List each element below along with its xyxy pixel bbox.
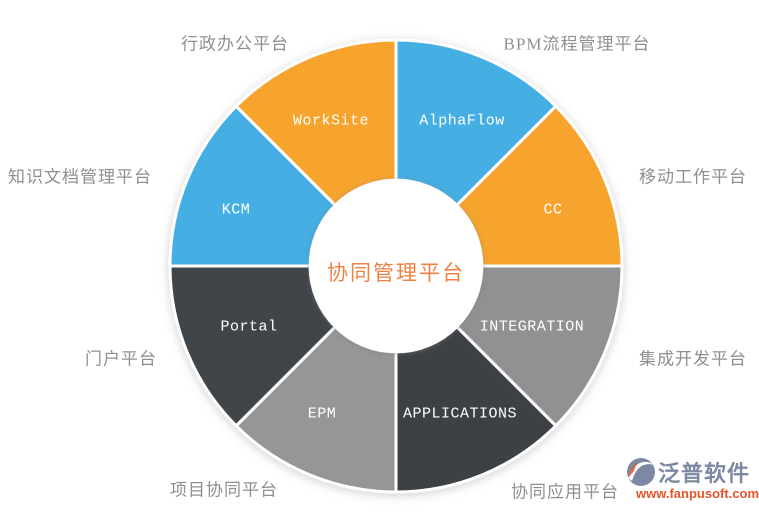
chart-center-title: 协同管理平台: [327, 261, 465, 285]
brand-url: www.fanpusoft.com: [636, 486, 759, 501]
outer-label-knowledge-doc-platform: 知识文档管理平台: [8, 167, 152, 187]
segment-label-worksite: WorkSite: [292, 112, 370, 130]
outer-label-mobile-work-platform: 移动工作平台: [639, 167, 747, 187]
donut-hole: [309, 179, 483, 353]
outer-label-admin-office-platform: 行政办公平台: [181, 34, 289, 54]
fanpu-logo-icon: [627, 458, 655, 486]
outer-label-project-collab-platform: 项目协同平台: [170, 480, 278, 500]
segment-label-integration: INTEGRATION: [479, 318, 585, 336]
outer-label-bpm-process-platform: BPM流程管理平台: [503, 34, 651, 54]
segment-label-portal: Portal: [220, 318, 278, 336]
outer-label-portal-platform: 门户平台: [85, 349, 157, 369]
segment-label-applications: APPLICATIONS: [402, 405, 518, 423]
segment-label-alphaflow: AlphaFlow: [419, 112, 505, 130]
brand-logo: 泛普软件 www.fanpusoft.com: [626, 456, 759, 501]
segment-label-cc: CC: [543, 201, 563, 219]
segment-label-kcm: KCM: [221, 201, 251, 219]
outer-label-integration-platform: 集成开发平台: [639, 349, 747, 369]
brand-name: 泛普软件: [658, 461, 751, 486]
segment-label-epm: EPM: [307, 405, 337, 423]
outer-label-collab-app-platform: 协同应用平台: [511, 482, 619, 502]
